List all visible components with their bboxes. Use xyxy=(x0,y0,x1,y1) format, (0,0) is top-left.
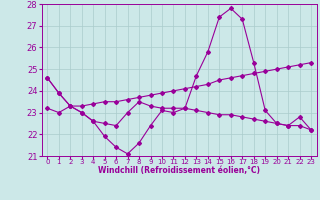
X-axis label: Windchill (Refroidissement éolien,°C): Windchill (Refroidissement éolien,°C) xyxy=(98,166,260,175)
